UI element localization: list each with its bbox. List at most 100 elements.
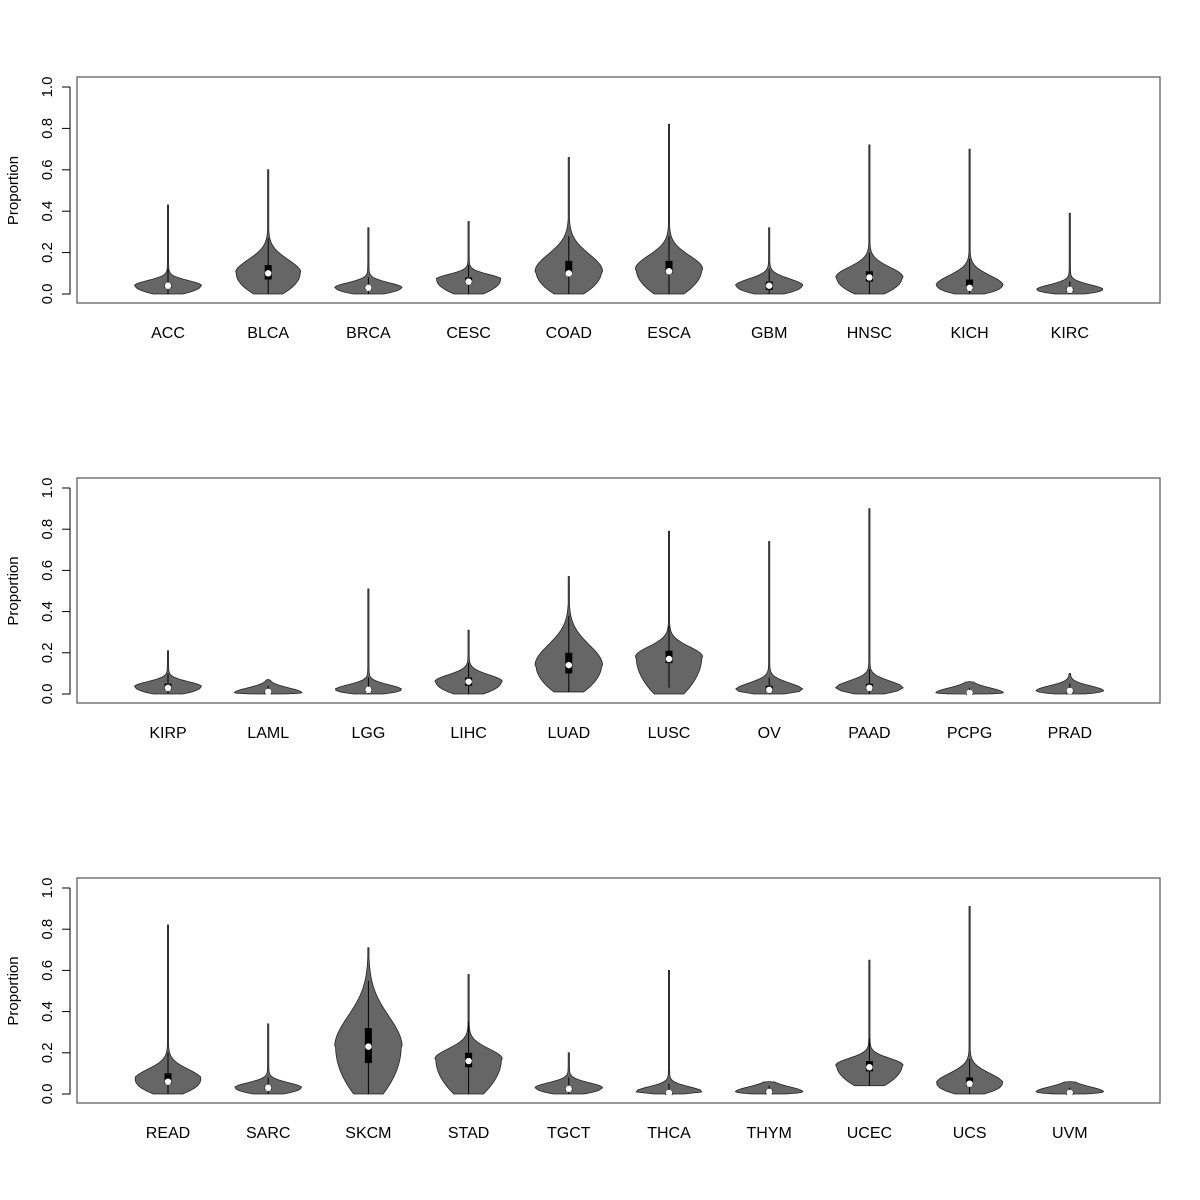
violin-sarc (234, 1023, 303, 1095)
y-tick-label: 0.6 (39, 159, 56, 180)
y-tick-label: 0.0 (39, 284, 56, 305)
y-tick-label: 0.6 (39, 960, 56, 981)
violin-cesc (436, 221, 502, 295)
y-tick-label: 0.2 (39, 1042, 56, 1063)
violin-laml (233, 679, 303, 696)
violin-median-dot (164, 684, 172, 692)
violin-esca (634, 123, 704, 295)
x-category-label: STAD (448, 1125, 489, 1142)
x-category-label: BRCA (346, 325, 391, 342)
violin-body (835, 959, 904, 1087)
violin-body (436, 221, 502, 295)
violin-prad (1035, 673, 1105, 695)
y-tick-label: 0.0 (39, 684, 56, 705)
y-tick-label: 0.4 (39, 1001, 56, 1022)
violin-paad (834, 508, 904, 695)
violin-median-dot (265, 688, 272, 696)
violin-median-dot (565, 270, 572, 277)
violin-median-dot (365, 1043, 372, 1050)
violin-skcm (334, 947, 403, 1095)
violin-kirc (1036, 212, 1104, 295)
plot-frame (76, 477, 1161, 704)
violin-median-dot (665, 655, 673, 663)
violin-median-dot (966, 689, 973, 697)
violin-body (334, 227, 403, 295)
violin-lihc (434, 629, 503, 695)
violin-ov (735, 541, 804, 695)
violin-median-dot (966, 1080, 973, 1087)
x-category-label: HNSC (847, 325, 892, 342)
x-category-label: PRAD (1048, 725, 1092, 742)
violin-body (735, 227, 804, 295)
y-tick-label: 0.6 (39, 560, 56, 581)
x-category-label: UCS (953, 1125, 987, 1142)
violin-median-dot (1066, 687, 1074, 695)
x-category-label: OV (758, 725, 781, 742)
violin-body (936, 906, 1003, 1095)
violin-brca (334, 227, 403, 295)
y-tick-label: 1.0 (39, 878, 56, 899)
violin-body (235, 169, 302, 295)
x-category-label: LUSC (648, 725, 691, 742)
violin-body (1036, 212, 1104, 295)
y-tick-label: 0.4 (39, 201, 56, 222)
x-category-label: PCPG (947, 725, 992, 742)
violin-body (835, 144, 904, 295)
violin-body (634, 530, 704, 695)
violin-median-dot (465, 1057, 472, 1065)
violin-thym (734, 1081, 804, 1096)
violin-median-dot (365, 284, 372, 291)
violin-body (133, 204, 203, 295)
x-category-label: UVM (1052, 1125, 1088, 1142)
violin-iqr-box (665, 260, 673, 274)
violin-median-dot (966, 284, 973, 291)
x-category-label: KIRC (1051, 325, 1089, 342)
violin-median-dot (766, 282, 773, 289)
x-category-label: GBM (751, 325, 787, 342)
violin-median-dot (766, 1088, 773, 1096)
violin-body (534, 156, 603, 295)
y-tick-label: 0.4 (39, 601, 56, 622)
x-category-label: UCEC (847, 1125, 892, 1142)
x-category-label: ACC (151, 325, 185, 342)
violin-body (935, 148, 1004, 295)
violin-median-dot (665, 1089, 673, 1097)
violin-median-dot (1066, 1089, 1074, 1097)
violin-median-dot (465, 278, 472, 285)
x-category-label: PAAD (848, 725, 890, 742)
violin-body (635, 970, 703, 1095)
violin-tgct (534, 1052, 604, 1095)
violin-median-dot (866, 684, 873, 692)
violin-lgg (334, 588, 402, 695)
violin-read (134, 924, 202, 1095)
violin-pcpg (935, 681, 1004, 697)
y-tick-label: 1.0 (39, 478, 56, 499)
violin-hnsc (835, 144, 904, 295)
violin-iqr-box (565, 260, 573, 274)
x-category-label: BLCA (247, 325, 289, 342)
y-tick-label: 0.0 (39, 1084, 56, 1105)
violin-coad (534, 156, 603, 295)
y-tick-label: 0.8 (39, 519, 56, 540)
violin-median-dot (866, 274, 873, 281)
violin-kirp (133, 650, 203, 695)
x-category-label: LUAD (547, 725, 590, 742)
violin-ucec (835, 959, 904, 1087)
violin-median-dot (866, 1064, 873, 1071)
violin-median-dot (565, 1085, 572, 1093)
x-category-label: READ (146, 1125, 190, 1142)
y-tick-label: 1.0 (39, 77, 56, 98)
plot-frame (76, 76, 1161, 304)
y-tick-label: 0.2 (39, 242, 56, 263)
y-axis-label: Proportion (5, 556, 22, 625)
y-tick-label: 0.8 (39, 118, 56, 139)
violin-body (735, 541, 804, 695)
violin-median-dot (665, 268, 673, 275)
x-category-label: LGG (352, 725, 386, 742)
violin-median-dot (164, 1078, 172, 1085)
violin-body (134, 924, 202, 1095)
violin-body (334, 588, 402, 695)
x-category-label: SKCM (345, 1125, 391, 1142)
x-category-label: LIHC (450, 725, 486, 742)
